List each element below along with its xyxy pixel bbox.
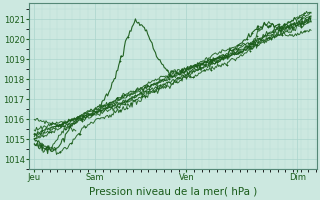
- X-axis label: Pression niveau de la mer( hPa ): Pression niveau de la mer( hPa ): [89, 187, 257, 197]
